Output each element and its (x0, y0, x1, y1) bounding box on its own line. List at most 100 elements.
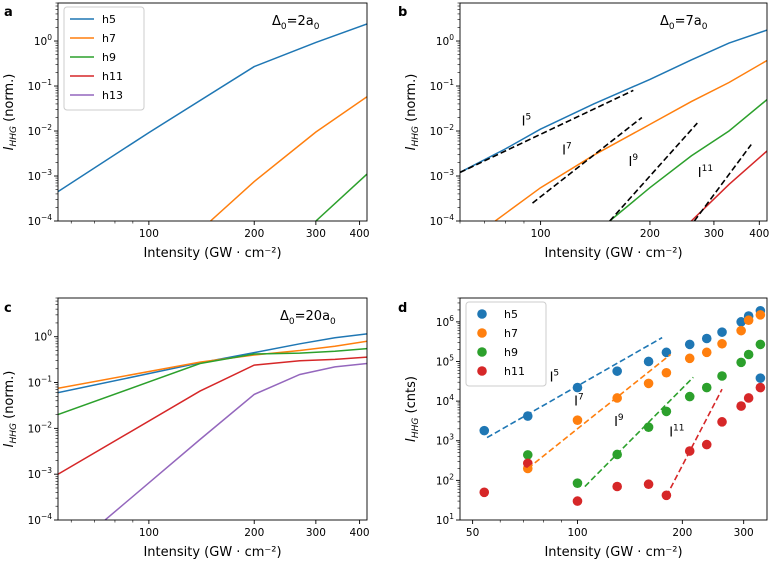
power-law-label: I11 (698, 164, 713, 181)
data-point-h7 (743, 315, 754, 326)
series-line-h7 (494, 59, 767, 221)
legend-label-h7: h7 (504, 327, 518, 340)
delta-annotation: Δ0=20a0 (280, 309, 336, 327)
power-law-label: I9 (614, 413, 624, 430)
data-point-h5 (684, 339, 695, 350)
y-tick-label: 100 (436, 33, 454, 48)
power-law-label: I9 (629, 153, 639, 170)
series-line-h7 (58, 340, 367, 390)
panel-a: 100 200 300 400 100 10−1 10−2 10−3 10−4 Intensity… (2, 2, 370, 261)
legend: h5 h7 h9 h11 h13 (63, 6, 145, 111)
x-tick-label: 200 (640, 228, 660, 240)
y-tick-label: 100 (34, 329, 52, 344)
series-line-h5 (58, 333, 367, 394)
series-line-h11 (58, 356, 367, 475)
power-law-guide (527, 353, 672, 470)
y-tick-label: 10−1 (28, 78, 53, 93)
y-tick-label: 10−4 (28, 512, 53, 527)
series-line-h5 (460, 29, 767, 174)
legend-label-h5: h5 (504, 308, 518, 321)
y-axis-label: IHHG (norm.) (404, 74, 421, 151)
power-law-label: I5 (522, 112, 532, 129)
data-point-h7 (717, 338, 727, 349)
data-point-h11 (612, 481, 622, 492)
x-tick-label: 50 (466, 527, 479, 539)
legend: h5 h7 h9 h11 (465, 301, 547, 387)
y-tick-label: 103 (436, 433, 454, 448)
panel-d: 50 100 200 300 106 105 104 103 102 101 Intensity (… (398, 297, 768, 560)
data-point-h9 (717, 371, 727, 381)
panel-b: 100 200 300 400 100 10−1 10−2 10−3 10−4 Intensity… (398, 2, 769, 261)
series-line-h11 (690, 150, 767, 221)
y-tick-label: 100 (34, 33, 52, 48)
x-tick-label: 300 (704, 228, 724, 240)
data-point-h11 (755, 382, 766, 393)
power-law-label: I11 (669, 424, 684, 441)
data-point-h5 (572, 382, 583, 393)
x-tick-label: 200 (244, 527, 264, 539)
series-line-h13 (104, 362, 367, 520)
x-tick-label: 300 (306, 527, 326, 539)
legend-label-h11: h11 (102, 70, 123, 83)
x-tick-label: 400 (350, 527, 370, 539)
data-point-h5 (612, 366, 622, 376)
x-tick-label: 200 (244, 228, 264, 240)
x-tick-label: 300 (306, 228, 326, 240)
y-axis-label: IHHG (cnts) (404, 376, 421, 442)
data-point-h11 (643, 479, 654, 490)
y-tick-label: 10−2 (28, 420, 53, 435)
x-tick-label: 100 (139, 228, 159, 240)
data-point-h5 (701, 333, 712, 344)
axes-frame (459, 2, 768, 222)
y-tick-label: 106 (436, 314, 454, 329)
data-point-h9 (701, 382, 712, 393)
delta-annotation: Δ0=2a0 (272, 14, 320, 32)
plot-area (460, 29, 767, 221)
x-axis-label: Intensity (GW · cm⁻²) (544, 246, 682, 261)
data-point-h7 (755, 310, 766, 320)
y-tick-label: 10−1 (430, 78, 455, 93)
data-point-h5 (717, 327, 727, 337)
power-law-label: I5 (550, 369, 560, 386)
data-point-h9 (736, 357, 746, 368)
data-point-h11 (701, 439, 712, 450)
data-point-h11 (717, 417, 727, 427)
plot-area (58, 23, 367, 221)
power-law-label: I7 (574, 392, 584, 409)
legend-label-h11: h11 (504, 365, 525, 378)
power-law-guide (460, 89, 634, 174)
data-point-h7 (572, 415, 583, 425)
series-line-h9 (609, 99, 767, 221)
panel-label: d (398, 301, 407, 316)
data-point-h7 (661, 367, 672, 378)
legend-swatch-h11 (477, 366, 487, 376)
legend-swatch-h7 (477, 328, 487, 338)
data-point-h9 (572, 478, 583, 488)
y-tick-label: 102 (436, 472, 454, 487)
axes-frame (57, 2, 368, 222)
delta-annotation: Δ0=7a0 (660, 14, 708, 32)
data-point-h11 (572, 496, 583, 506)
series-line-h5 (58, 23, 367, 193)
panel-label: c (4, 301, 12, 316)
panel-label: a (4, 5, 13, 20)
plot-area (58, 333, 367, 520)
power-law-guide (584, 376, 694, 488)
legend-label-h9: h9 (504, 346, 518, 359)
data-point-h7 (701, 347, 712, 358)
legend-label-h9: h9 (102, 51, 116, 64)
x-tick-label: 200 (672, 527, 692, 539)
legend-swatch-h9 (477, 347, 487, 357)
x-tick-label: 100 (531, 228, 551, 240)
data-point-h5 (643, 356, 654, 367)
legend-label-h5: h5 (102, 13, 116, 26)
axes-frame (57, 297, 368, 521)
y-tick-label: 105 (436, 353, 454, 368)
x-axis-label: Intensity (GW · cm⁻²) (544, 545, 682, 560)
y-tick-label: 10−4 (430, 213, 455, 228)
data-point-h11 (743, 393, 754, 403)
data-point-h5 (736, 317, 746, 327)
y-tick-label: 10−2 (430, 123, 455, 138)
panel-c: 100 200 300 400 100 10−1 10−2 10−3 10−4 Intensity… (2, 297, 370, 560)
